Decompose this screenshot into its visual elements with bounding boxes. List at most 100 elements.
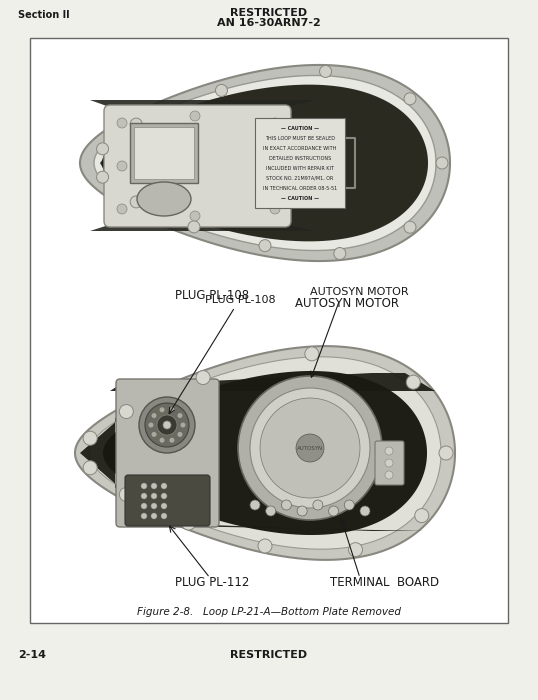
Circle shape xyxy=(385,471,393,479)
Text: INCLUDED WITH REPAIR KIT: INCLUDED WITH REPAIR KIT xyxy=(266,166,334,171)
Circle shape xyxy=(141,493,147,499)
Text: — CAUTION —: — CAUTION — xyxy=(281,126,319,131)
Circle shape xyxy=(152,413,157,418)
Circle shape xyxy=(196,370,210,384)
Circle shape xyxy=(97,172,109,183)
Circle shape xyxy=(181,423,186,428)
Text: IN TECHNICAL ORDER 08-5-51: IN TECHNICAL ORDER 08-5-51 xyxy=(263,186,337,191)
Circle shape xyxy=(151,483,157,489)
Circle shape xyxy=(259,239,271,251)
Text: RESTRICTED: RESTRICTED xyxy=(230,8,308,18)
Polygon shape xyxy=(110,373,435,391)
Text: TERMINAL  BOARD: TERMINAL BOARD xyxy=(330,576,439,589)
Text: AN 16-30ARN7-2: AN 16-30ARN7-2 xyxy=(217,18,321,28)
FancyBboxPatch shape xyxy=(116,379,219,527)
Text: STOCK NO. 21M97A/M1, OR: STOCK NO. 21M97A/M1, OR xyxy=(266,176,334,181)
Text: AUTOSYN MOTOR: AUTOSYN MOTOR xyxy=(295,297,399,310)
Circle shape xyxy=(160,438,165,442)
Circle shape xyxy=(404,221,416,233)
Circle shape xyxy=(385,459,393,467)
Text: AUTOSYN: AUTOSYN xyxy=(297,445,323,451)
Circle shape xyxy=(406,375,420,389)
Polygon shape xyxy=(75,346,455,560)
Circle shape xyxy=(385,447,393,455)
Text: 2-14: 2-14 xyxy=(18,650,46,660)
FancyBboxPatch shape xyxy=(30,38,508,623)
Circle shape xyxy=(270,161,280,171)
Text: RESTRICTED: RESTRICTED xyxy=(230,650,308,660)
Polygon shape xyxy=(125,525,425,531)
Circle shape xyxy=(141,513,147,519)
Polygon shape xyxy=(89,357,441,550)
Circle shape xyxy=(139,397,195,453)
Circle shape xyxy=(439,446,453,460)
Circle shape xyxy=(157,415,177,435)
Circle shape xyxy=(148,423,153,428)
Circle shape xyxy=(119,487,133,501)
Text: PLUG PL-108: PLUG PL-108 xyxy=(175,289,249,302)
Circle shape xyxy=(415,509,429,523)
Circle shape xyxy=(190,211,200,221)
Text: PLUG PL-112: PLUG PL-112 xyxy=(175,576,250,589)
Circle shape xyxy=(349,542,363,556)
Circle shape xyxy=(178,432,182,437)
Polygon shape xyxy=(100,123,130,215)
FancyBboxPatch shape xyxy=(104,105,291,227)
Text: DETAILED INSTRUCTIONS: DETAILED INSTRUCTIONS xyxy=(269,156,331,161)
Text: — CAUTION —: — CAUTION — xyxy=(281,196,319,201)
Circle shape xyxy=(181,516,195,530)
Polygon shape xyxy=(102,85,428,242)
Circle shape xyxy=(169,438,174,442)
Circle shape xyxy=(270,118,280,128)
Circle shape xyxy=(296,434,324,462)
FancyBboxPatch shape xyxy=(125,475,210,526)
Text: Section II: Section II xyxy=(18,10,69,20)
Circle shape xyxy=(297,506,307,516)
Circle shape xyxy=(152,432,157,437)
Circle shape xyxy=(266,506,275,516)
Circle shape xyxy=(161,493,167,499)
Circle shape xyxy=(260,398,360,498)
Circle shape xyxy=(130,118,142,130)
Circle shape xyxy=(250,500,260,510)
Circle shape xyxy=(178,413,182,418)
Circle shape xyxy=(130,196,142,208)
Circle shape xyxy=(151,503,157,509)
FancyBboxPatch shape xyxy=(375,441,404,485)
Circle shape xyxy=(117,161,127,171)
Circle shape xyxy=(151,493,157,499)
Circle shape xyxy=(169,407,174,412)
Polygon shape xyxy=(103,371,427,535)
FancyBboxPatch shape xyxy=(134,127,194,179)
Circle shape xyxy=(320,66,331,78)
Circle shape xyxy=(216,85,228,97)
Circle shape xyxy=(305,347,319,361)
Circle shape xyxy=(161,513,167,519)
Circle shape xyxy=(141,503,147,509)
Circle shape xyxy=(163,421,171,429)
Circle shape xyxy=(238,376,382,520)
Circle shape xyxy=(404,93,416,105)
Polygon shape xyxy=(80,418,120,488)
Circle shape xyxy=(161,503,167,509)
Text: THIS LOOP MUST BE SEALED: THIS LOOP MUST BE SEALED xyxy=(265,136,335,141)
Circle shape xyxy=(360,506,370,516)
Circle shape xyxy=(334,248,346,260)
Text: Figure 2-8.   Loop LP-21-A—Bottom Plate Removed: Figure 2-8. Loop LP-21-A—Bottom Plate Re… xyxy=(137,607,401,617)
Circle shape xyxy=(281,500,292,510)
FancyBboxPatch shape xyxy=(130,123,198,183)
Circle shape xyxy=(436,157,448,169)
Circle shape xyxy=(161,483,167,489)
Circle shape xyxy=(258,539,272,553)
Circle shape xyxy=(270,204,280,214)
Polygon shape xyxy=(90,223,315,231)
Circle shape xyxy=(83,431,97,445)
Ellipse shape xyxy=(137,182,191,216)
Polygon shape xyxy=(80,65,450,261)
Circle shape xyxy=(117,204,127,214)
Circle shape xyxy=(344,500,355,510)
Circle shape xyxy=(188,220,200,233)
Text: AUTOSYN MOTOR: AUTOSYN MOTOR xyxy=(310,287,409,297)
Circle shape xyxy=(329,506,338,516)
Circle shape xyxy=(145,403,189,447)
